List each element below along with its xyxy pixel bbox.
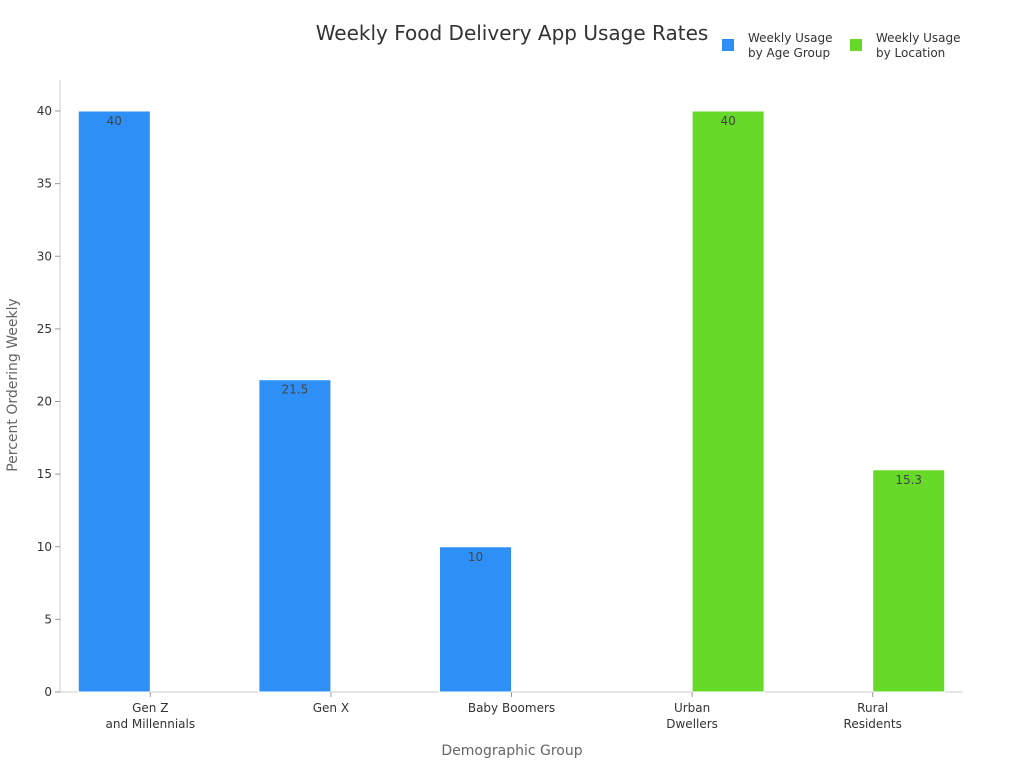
bar-value-label: 15.3 (895, 473, 922, 487)
bar (872, 469, 946, 693)
x-axis-label: Demographic Group (441, 743, 582, 759)
bar-value-label: 21.5 (282, 383, 309, 397)
legend-label: Weekly Usage by Age Group (748, 31, 833, 60)
bar (77, 110, 151, 693)
legend-label: Weekly Usage by Location (876, 31, 961, 60)
x-tick-label: Urban Dwellers (666, 701, 718, 731)
bar (258, 379, 332, 693)
legend-swatch (722, 39, 734, 51)
x-tick-label: Gen X (313, 701, 349, 715)
bar-value-label: 10 (468, 550, 483, 564)
bars (77, 110, 946, 693)
legend: Weekly Usage by Age Group Weekly Usage by L… (722, 31, 961, 60)
bar-value-label: 40 (720, 114, 735, 128)
y-tick-label: 15 (37, 467, 52, 481)
y-axis-label: Percent Ordering Weekly (5, 298, 21, 472)
legend-swatch (850, 39, 862, 51)
y-ticks: 0 5 10 15 20 25 30 35 40 (37, 104, 60, 699)
bar (439, 546, 512, 693)
y-tick-label: 35 (37, 177, 52, 191)
bar (691, 110, 765, 693)
y-tick-label: 5 (44, 612, 52, 626)
y-tick-label: 40 (37, 104, 52, 118)
bar-labels: 40 21.5 10 40 15.3 (107, 114, 922, 564)
x-tick-label: Baby Boomers (468, 701, 555, 715)
x-tick-label: Rural Residents (844, 701, 902, 731)
y-tick-label: 30 (37, 249, 52, 263)
y-tick-label: 10 (37, 540, 52, 554)
chart-title: Weekly Food Delivery App Usage Rates (316, 21, 709, 45)
y-tick-label: 0 (44, 685, 52, 699)
y-tick-label: 20 (37, 395, 52, 409)
bar-value-label: 40 (107, 114, 122, 128)
y-tick-label: 25 (37, 322, 52, 336)
